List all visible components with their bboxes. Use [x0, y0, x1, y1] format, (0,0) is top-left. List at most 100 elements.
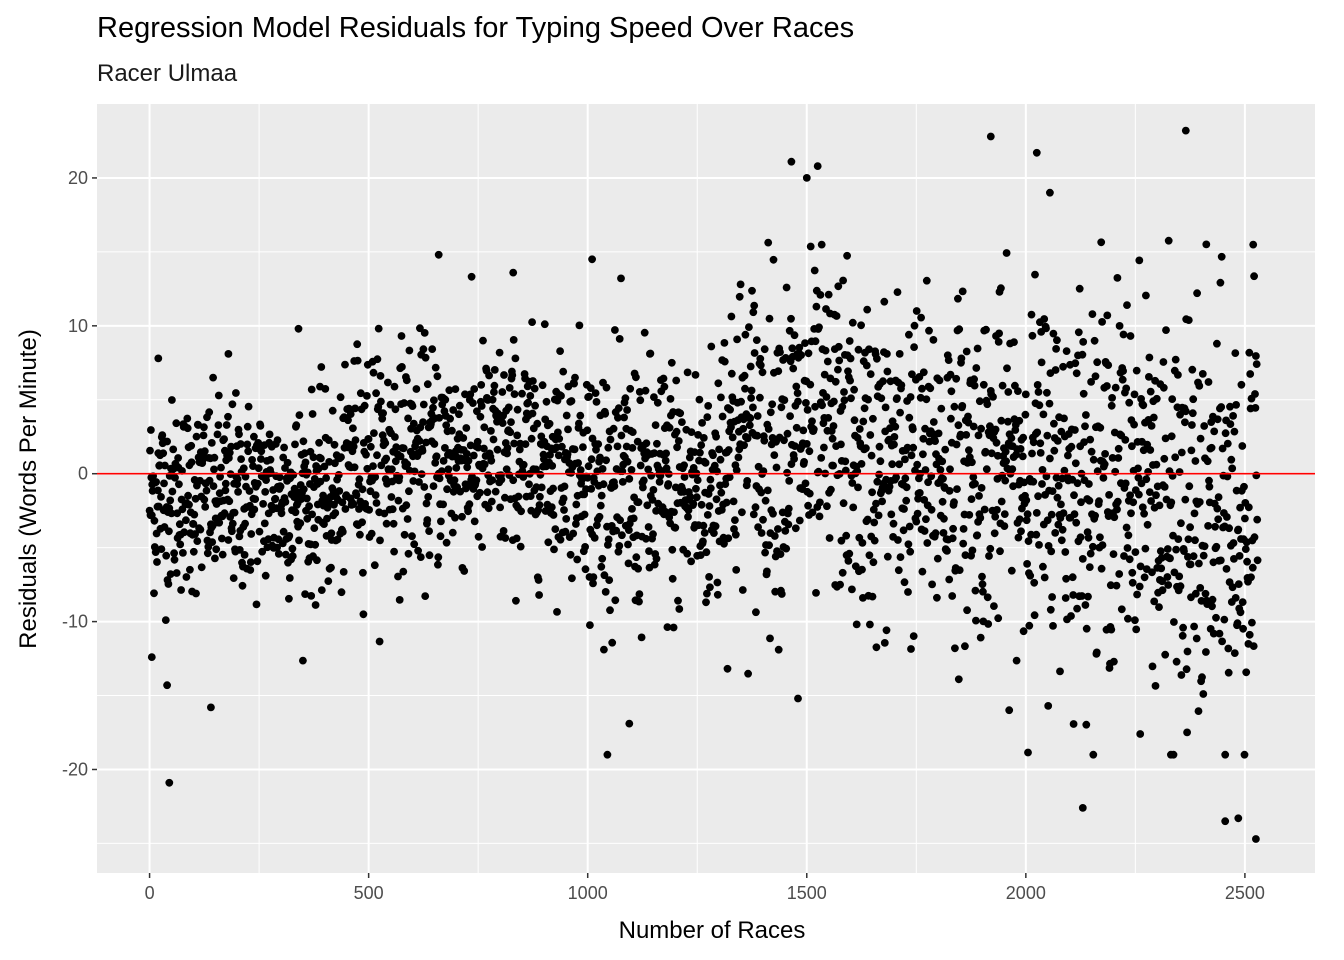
- data-point: [605, 576, 614, 584]
- data-point: [1023, 560, 1031, 568]
- data-point: [805, 489, 814, 498]
- data-point: [863, 515, 872, 524]
- data-point: [275, 473, 284, 482]
- data-point: [171, 473, 179, 482]
- data-point: [470, 517, 479, 526]
- data-point: [789, 364, 798, 373]
- data-point: [1218, 637, 1226, 646]
- data-point: [296, 519, 305, 528]
- data-point: [225, 448, 234, 457]
- data-point: [477, 381, 486, 389]
- data-point: [554, 428, 562, 437]
- data-point: [683, 368, 692, 377]
- data-point: [172, 419, 181, 428]
- data-point: [1096, 423, 1105, 432]
- data-point: [1142, 291, 1150, 300]
- data-point: [1212, 613, 1220, 622]
- data-point: [420, 329, 429, 337]
- data-point: [1033, 381, 1042, 389]
- data-point: [459, 434, 468, 442]
- data-point: [256, 422, 265, 430]
- data-point: [303, 494, 311, 503]
- data-point: [1249, 240, 1258, 249]
- data-point: [904, 540, 913, 549]
- data-point: [598, 554, 607, 563]
- data-point: [1032, 530, 1041, 539]
- data-point: [857, 321, 865, 330]
- data-point: [823, 357, 832, 366]
- data-point: [305, 502, 313, 511]
- data-point: [935, 376, 944, 385]
- data-point: [1242, 668, 1251, 677]
- data-point: [262, 476, 270, 484]
- data-point: [167, 509, 176, 518]
- data-point: [804, 349, 813, 358]
- data-point: [598, 465, 607, 473]
- data-point: [723, 664, 732, 673]
- data-point: [1032, 148, 1041, 157]
- data-point: [750, 349, 759, 357]
- data-point: [1158, 586, 1167, 595]
- data-point: [1106, 581, 1115, 590]
- data-point: [555, 434, 564, 443]
- data-point: [324, 436, 333, 444]
- data-point: [1198, 370, 1207, 378]
- data-point: [870, 518, 879, 527]
- data-point: [490, 381, 499, 390]
- data-point: [1169, 750, 1178, 759]
- data-point: [1082, 624, 1091, 633]
- data-point: [1224, 644, 1233, 653]
- data-point: [1221, 817, 1230, 826]
- data-point: [608, 638, 617, 647]
- data-point: [166, 496, 175, 505]
- data-point: [588, 255, 596, 264]
- data-point: [1204, 522, 1212, 530]
- data-point: [1226, 420, 1235, 428]
- data-point: [157, 545, 166, 553]
- data-point: [961, 551, 970, 559]
- data-point: [958, 287, 967, 296]
- data-point: [451, 513, 459, 522]
- data-point: [860, 404, 869, 413]
- data-point: [632, 553, 641, 562]
- data-point: [534, 576, 543, 584]
- data-point: [593, 521, 601, 530]
- data-point: [433, 372, 442, 381]
- data-point: [1217, 403, 1226, 411]
- data-point: [1085, 496, 1094, 505]
- data-point: [1049, 329, 1058, 338]
- data-point: [1015, 515, 1024, 524]
- data-point: [877, 394, 886, 403]
- data-point: [1249, 642, 1258, 650]
- data-point: [1234, 814, 1243, 823]
- data-point: [529, 377, 537, 385]
- data-point: [1161, 434, 1170, 443]
- data-point: [913, 509, 922, 518]
- data-point: [614, 404, 623, 412]
- data-point: [162, 551, 171, 560]
- data-point: [1141, 544, 1150, 553]
- data-point: [965, 446, 973, 455]
- data-point: [745, 421, 754, 430]
- data-point: [379, 409, 387, 418]
- data-point: [661, 456, 670, 465]
- data-point: [1098, 318, 1106, 326]
- data-point: [976, 514, 985, 522]
- data-point: [928, 580, 936, 589]
- data-point: [1191, 536, 1199, 545]
- data-point: [1192, 634, 1201, 643]
- data-point: [339, 568, 348, 576]
- data-point: [752, 336, 761, 344]
- data-point: [1096, 533, 1104, 542]
- data-point: [589, 573, 598, 581]
- data-point: [683, 549, 692, 558]
- data-point: [790, 455, 798, 463]
- data-point: [1166, 554, 1174, 563]
- data-point: [166, 570, 175, 578]
- data-point: [161, 616, 170, 624]
- data-point: [1199, 690, 1208, 698]
- data-point: [513, 405, 522, 414]
- data-point: [797, 351, 805, 359]
- data-point: [241, 519, 250, 528]
- data-point: [273, 436, 282, 444]
